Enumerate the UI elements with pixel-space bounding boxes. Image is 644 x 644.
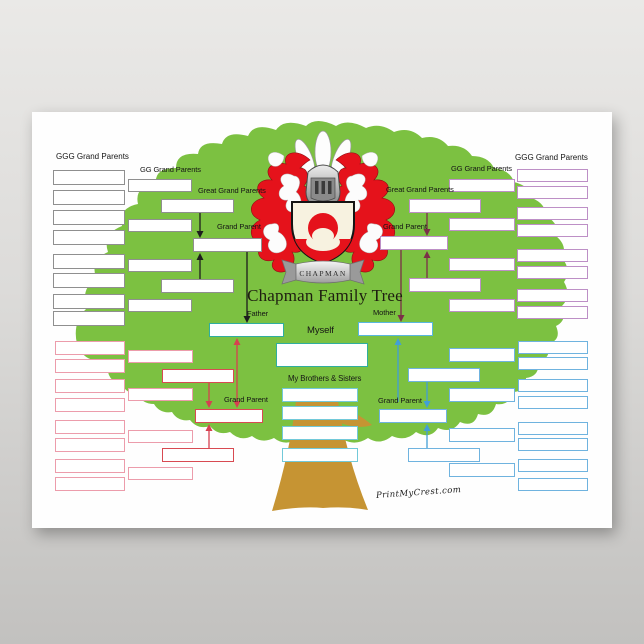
- ggg-grandparents-upper-right-slot: [517, 169, 588, 182]
- father-slot: [209, 323, 284, 337]
- label-grandparent-lower-left: Grand Parent: [224, 395, 268, 404]
- ggg-grandparents-lower-left-slot: [55, 398, 125, 412]
- label-ggg-grandparents-right: GGG Grand Parents: [515, 153, 588, 162]
- ggg-grandparents-lower-left-slot: [55, 379, 125, 393]
- label-gg-grandparents-left: GG Grand Parents: [140, 165, 201, 174]
- ggg-grandparents-upper-right-slot: [517, 266, 588, 279]
- great-grandparents-upper-right-slot: [409, 278, 481, 292]
- gg-grandparents-lower-left-slot: [128, 467, 193, 480]
- label-great-grandparents-left: Great Grand Parents: [198, 186, 266, 195]
- banner-text: CHAPMAN: [299, 269, 346, 278]
- label-myself: Myself: [307, 325, 334, 336]
- gg-grandparents-upper-right-slot: [449, 179, 515, 192]
- ggg-grandparents-upper-left-slot: [53, 273, 125, 288]
- ggg-grandparents-upper-right-slot: [517, 249, 588, 262]
- ggg-grandparents-lower-left-slot: [55, 359, 125, 373]
- ggg-grandparents-upper-right-slot: [517, 224, 588, 237]
- ggg-grandparents-lower-left-slot: [55, 477, 125, 491]
- ggg-grandparents-upper-right-slot: [517, 306, 588, 319]
- name-slots-layer: [32, 112, 612, 528]
- gg-grandparents-lower-right-slot: [449, 463, 515, 477]
- ggg-grandparents-lower-left-slot: [55, 438, 125, 452]
- crest-name-banner: CHAPMAN: [281, 259, 365, 285]
- connector-lines: [196, 213, 431, 448]
- gg-grandparents-lower-left-slot: [128, 430, 193, 443]
- ggg-grandparents-lower-right-slot: [518, 478, 588, 491]
- gg-grandparents-lower-right-slot: [449, 388, 515, 402]
- gg-grandparents-lower-right-slot: [449, 348, 515, 362]
- family-tree-poster[interactable]: CHAPMAN G: [32, 112, 612, 528]
- great-grandparents-upper-right-slot: [409, 199, 481, 213]
- gg-grandparents-lower-left-slot: [128, 350, 193, 363]
- gg-grandparents-upper-right-slot: [449, 218, 515, 231]
- ggg-grandparents-upper-left-slot: [53, 294, 125, 309]
- gg-grandparents-lower-left-slot: [128, 388, 193, 401]
- gg-grandparents-upper-left-slot: [128, 179, 192, 192]
- ggg-grandparents-upper-left-slot: [53, 311, 125, 326]
- ggg-grandparents-upper-right-slot: [517, 207, 588, 220]
- label-ggg-grandparents-left: GGG Grand Parents: [56, 152, 129, 161]
- crest-helmet-icon: [305, 164, 341, 210]
- sibling-slot: [282, 426, 358, 440]
- myself-slot: [276, 343, 368, 367]
- label-father: Father: [247, 309, 269, 318]
- great-grandparents-lower-right-slot: [408, 368, 480, 382]
- sibling-slot: [282, 388, 358, 402]
- ggg-grandparents-lower-right-slot: [518, 438, 588, 451]
- ggg-grandparents-upper-left-slot: [53, 254, 125, 269]
- grandparent-lower-right-slot: [379, 409, 447, 423]
- great-grandparents-lower-left-slot: [162, 369, 234, 383]
- grandparent-upper-left-slot: [193, 238, 262, 252]
- grandparent-upper-right-slot: [380, 236, 448, 250]
- ggg-grandparents-lower-right-slot: [518, 341, 588, 354]
- great-grandparents-lower-right-slot: [408, 448, 480, 462]
- ggg-grandparents-lower-right-slot: [518, 396, 588, 409]
- ggg-grandparents-lower-right-slot: [518, 379, 588, 392]
- mother-slot: [358, 322, 433, 336]
- ggg-grandparents-lower-right-slot: [518, 422, 588, 435]
- ggg-grandparents-lower-left-slot: [55, 420, 125, 434]
- grandparent-lower-left-slot: [195, 409, 263, 423]
- gg-grandparents-upper-left-slot: [128, 259, 192, 272]
- gg-grandparents-upper-right-slot: [449, 258, 515, 271]
- label-great-grandparents-right: Great Grand Parents: [386, 185, 454, 194]
- label-grandparent-lower-right: Grand Parent: [378, 396, 422, 405]
- ggg-grandparents-lower-left-slot: [55, 341, 125, 355]
- ggg-grandparents-upper-left-slot: [53, 190, 125, 205]
- ggg-grandparents-upper-left-slot: [53, 230, 125, 245]
- gg-grandparents-lower-right-slot: [449, 428, 515, 442]
- sibling-slot: [282, 448, 358, 462]
- ggg-grandparents-lower-right-slot: [518, 459, 588, 472]
- labels-layer: GGG Grand Parents GG Grand Parents Great…: [32, 112, 612, 528]
- sibling-slot: [282, 406, 358, 420]
- ggg-grandparents-upper-left-slot: [53, 210, 125, 225]
- ggg-grandparents-lower-left-slot: [55, 459, 125, 473]
- gg-grandparents-upper-left-slot: [128, 299, 192, 312]
- ggg-grandparents-upper-right-slot: [517, 186, 588, 199]
- poster-title: Chapman Family Tree: [247, 286, 403, 305]
- gg-grandparents-upper-right-slot: [449, 299, 515, 312]
- great-grandparents-upper-left-slot: [161, 199, 234, 213]
- ggg-grandparents-upper-left-slot: [53, 170, 125, 185]
- great-grandparents-upper-left-slot: [161, 279, 234, 293]
- ggg-grandparents-upper-right-slot: [517, 289, 588, 302]
- ggg-grandparents-lower-right-slot: [518, 357, 588, 370]
- label-gg-grandparents-right: GG Grand Parents: [451, 164, 512, 173]
- label-grandparent-upper-right: Grand Parent: [383, 222, 427, 231]
- great-grandparents-lower-left-slot: [162, 448, 234, 462]
- watermark-text: PrintMyCrest.com: [375, 485, 462, 501]
- gg-grandparents-upper-left-slot: [128, 219, 192, 232]
- label-brothers-sisters: My Brothers & Sisters: [288, 374, 362, 383]
- label-grandparent-upper-left: Grand Parent: [217, 222, 261, 231]
- label-mother: Mother: [373, 308, 396, 317]
